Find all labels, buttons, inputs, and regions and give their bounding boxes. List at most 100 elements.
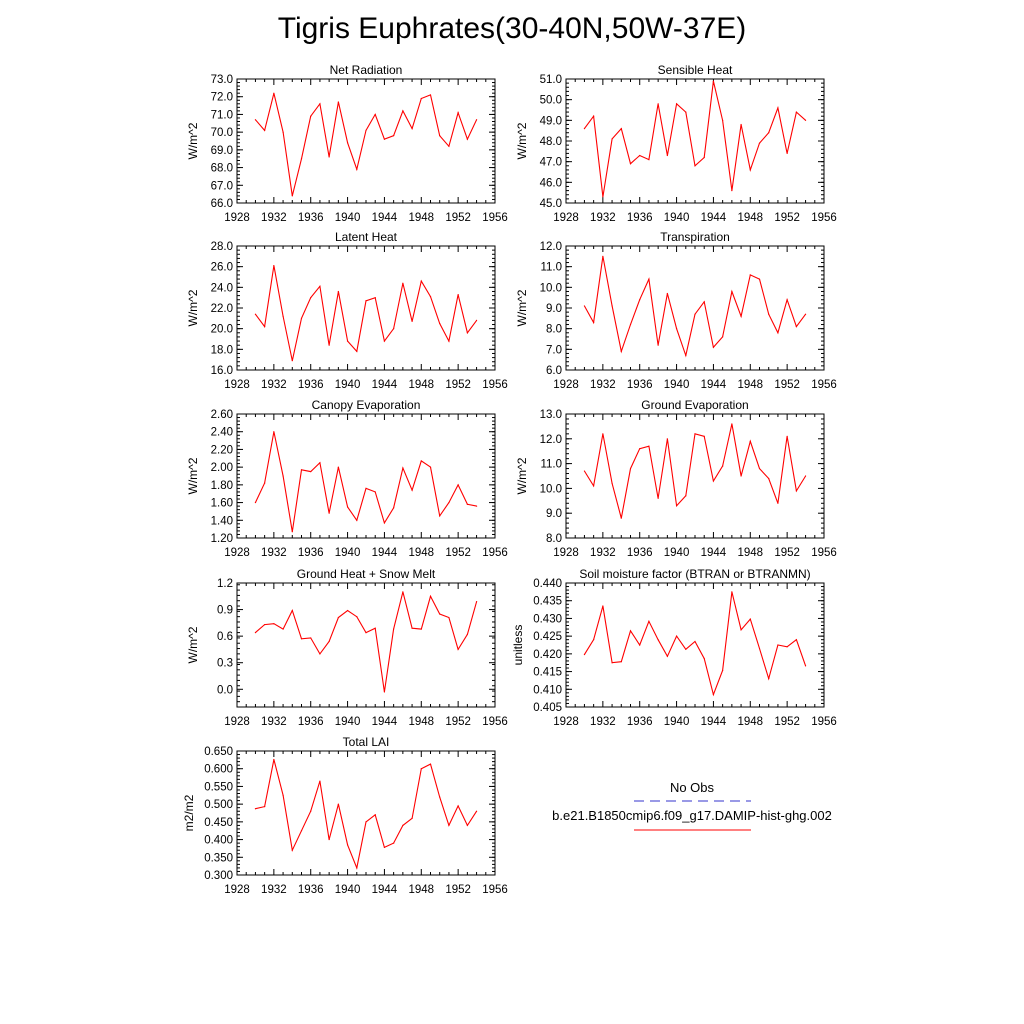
data-point	[411, 627, 413, 629]
y-axis-label: unitless	[511, 625, 525, 666]
y-tick-label: 67.0	[211, 180, 233, 192]
data-point	[804, 665, 807, 667]
data-point	[420, 280, 422, 282]
data-point	[758, 142, 761, 144]
y-tick-label: 26.0	[211, 262, 233, 274]
data-point	[722, 465, 724, 467]
y-tick-label: 68.0	[211, 163, 233, 175]
y-tick-label: 10.0	[540, 483, 562, 495]
x-tick-label: 1956	[811, 379, 837, 391]
data-point	[749, 169, 751, 171]
data-point	[310, 470, 312, 473]
data-point	[448, 501, 450, 504]
data-point	[319, 285, 321, 287]
data-point	[393, 628, 395, 630]
plot-frame	[236, 750, 496, 876]
series-line	[254, 93, 478, 197]
y-tick-label: 1.2	[217, 578, 233, 590]
data-point	[685, 111, 687, 113]
chart-panel: Transpiration 1928 1932 1936 1940 1944 1948 195…	[515, 230, 837, 391]
y-axis-label: W/m^2	[515, 289, 529, 326]
data-point	[740, 475, 742, 477]
data-point	[620, 517, 622, 519]
y-axis-label: W/m^2	[186, 626, 200, 663]
data-point	[374, 113, 376, 116]
data-point	[328, 640, 330, 643]
x-tick-label: 1944	[701, 212, 727, 224]
data-point	[365, 632, 367, 634]
data-point	[420, 97, 422, 100]
data-point	[475, 601, 478, 603]
data-point	[768, 313, 770, 315]
panel-title: Latent Heat	[335, 230, 398, 244]
panel-title: Net Radiation	[330, 63, 403, 77]
x-tick-label: 1928	[553, 547, 579, 559]
x-tick-label: 1956	[482, 716, 508, 728]
y-tick-label: 0.435	[533, 596, 562, 608]
data-point	[291, 531, 293, 533]
data-point	[300, 317, 303, 319]
x-tick-label: 1932	[261, 379, 287, 391]
data-point	[457, 648, 459, 651]
data-point	[282, 131, 284, 133]
data-point	[675, 328, 678, 330]
data-point	[795, 490, 797, 492]
x-tick-label: 1948	[408, 884, 434, 896]
data-point	[629, 630, 632, 632]
data-point	[402, 467, 404, 469]
data-point	[420, 628, 422, 630]
data-point	[611, 138, 613, 140]
data-point	[583, 128, 586, 130]
y-tick-label: 0.405	[533, 702, 562, 714]
data-point	[648, 620, 650, 622]
data-point	[337, 616, 339, 619]
data-point	[768, 678, 770, 680]
data-point	[657, 103, 659, 105]
data-point	[337, 803, 339, 805]
data-point	[365, 129, 367, 131]
data-point	[411, 489, 413, 491]
data-point	[639, 644, 641, 646]
data-point	[254, 808, 257, 810]
legend-obs-label: No Obs	[670, 780, 715, 795]
data-point	[291, 849, 293, 851]
series-line	[255, 591, 478, 692]
data-point	[795, 639, 797, 641]
x-tick-label: 1944	[701, 716, 727, 728]
data-point	[740, 315, 742, 317]
data-point	[694, 313, 696, 315]
data-point	[593, 321, 595, 324]
data-point	[712, 80, 715, 82]
data-point	[768, 477, 770, 480]
data-point	[273, 623, 275, 625]
chart-panel: Sensible Heat 1928 1932 1936 1940 1944 1948 195…	[515, 63, 837, 224]
data-point	[675, 635, 678, 637]
data-point	[786, 435, 788, 437]
data-point	[346, 506, 349, 508]
data-point	[429, 595, 432, 597]
y-tick-label: 1.80	[211, 480, 233, 492]
x-tick-label: 1948	[408, 547, 434, 559]
plot-frame	[565, 413, 825, 539]
x-tick-label: 1956	[811, 212, 837, 224]
data-point	[439, 613, 441, 615]
data-point	[602, 196, 604, 198]
y-tick-label: 0.0	[217, 684, 233, 696]
x-tick-label: 1940	[335, 547, 361, 559]
data-point	[657, 344, 659, 346]
x-tick-label: 1932	[261, 547, 287, 559]
x-tick-label: 1932	[590, 716, 616, 728]
data-point	[712, 346, 715, 348]
data-point	[475, 119, 478, 121]
x-tick-label: 1936	[627, 212, 653, 224]
x-tick-label: 1944	[372, 547, 398, 559]
data-point	[420, 460, 422, 462]
data-point	[466, 824, 468, 827]
data-point	[457, 293, 459, 296]
x-tick-label: 1956	[482, 547, 508, 559]
plot-frame	[236, 413, 496, 539]
x-tick-label: 1932	[261, 884, 287, 896]
data-point	[602, 433, 604, 435]
chart-panel: Latent Heat 1928 1932 1936 1940 1944 1948 1952 1…	[186, 230, 508, 391]
data-point	[583, 305, 586, 307]
